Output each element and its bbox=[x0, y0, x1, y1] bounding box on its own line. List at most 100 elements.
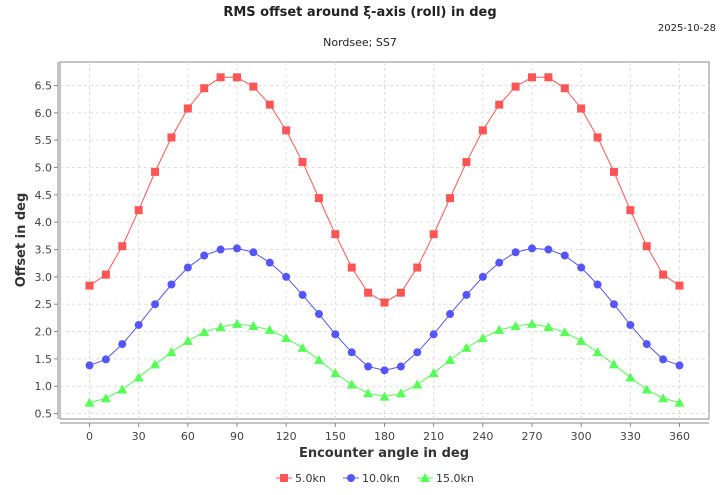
data-point-5-0kn bbox=[85, 281, 94, 290]
data-point-15-0kn bbox=[215, 322, 226, 332]
data-point-10-0kn bbox=[347, 348, 356, 357]
data-point-15-0kn bbox=[674, 397, 685, 407]
data-point-10-0kn bbox=[167, 280, 176, 289]
data-point-10-0kn bbox=[101, 355, 110, 364]
data-point-5-0kn bbox=[134, 206, 143, 215]
data-point-15-0kn bbox=[428, 368, 439, 378]
x-tick-label: 300 bbox=[571, 430, 592, 443]
data-point-5-0kn bbox=[511, 82, 520, 91]
data-point-15-0kn bbox=[281, 333, 292, 343]
data-point-15-0kn bbox=[232, 318, 242, 328]
data-point-10-0kn bbox=[446, 310, 455, 319]
data-point-10-0kn bbox=[413, 348, 422, 357]
data-point-15-0kn bbox=[117, 384, 128, 394]
data-point-10-0kn bbox=[396, 362, 405, 371]
data-point-5-0kn bbox=[528, 73, 536, 82]
data-point-5-0kn bbox=[233, 73, 241, 82]
data-point-10-0kn bbox=[233, 244, 241, 253]
x-tick-label: 0 bbox=[86, 430, 93, 443]
data-point-5-0kn bbox=[626, 206, 635, 215]
data-point-10-0kn bbox=[560, 251, 569, 260]
data-point-10-0kn bbox=[118, 340, 127, 349]
y-tick-label: 2.5 bbox=[35, 298, 53, 311]
data-point-15-0kn bbox=[182, 335, 193, 345]
data-point-15-0kn bbox=[625, 372, 636, 382]
data-point-5-0kn bbox=[151, 167, 160, 176]
data-point-10-0kn bbox=[200, 251, 209, 260]
data-point-15-0kn bbox=[297, 342, 308, 352]
x-tick-label: 210 bbox=[423, 430, 444, 443]
data-point-5-0kn bbox=[249, 82, 258, 91]
data-point-15-0kn bbox=[346, 379, 357, 389]
y-tick-label: 1.5 bbox=[35, 353, 53, 366]
data-point-5-0kn bbox=[167, 133, 176, 142]
data-point-5-0kn bbox=[396, 288, 405, 297]
data-point-5-0kn bbox=[380, 298, 389, 307]
data-point-10-0kn bbox=[282, 272, 291, 281]
data-point-5-0kn bbox=[675, 281, 684, 290]
data-point-10-0kn bbox=[626, 320, 635, 329]
data-point-5-0kn bbox=[101, 270, 110, 279]
data-point-15-0kn bbox=[133, 372, 144, 382]
data-point-10-0kn bbox=[249, 248, 258, 257]
x-axis-label: Encounter angle in deg bbox=[299, 446, 469, 461]
y-tick-label: 5.0 bbox=[35, 162, 53, 175]
data-point-10-0kn bbox=[577, 263, 586, 272]
data-point-10-0kn bbox=[429, 330, 438, 339]
y-tick-label: 6.5 bbox=[35, 80, 53, 93]
data-point-5-0kn bbox=[347, 263, 356, 272]
data-point-5-0kn bbox=[216, 73, 225, 82]
x-tick-label: 60 bbox=[181, 430, 195, 443]
data-point-15-0kn bbox=[330, 368, 341, 378]
data-point-15-0kn bbox=[510, 321, 521, 331]
legend-label-5-0kn: 5.0kn bbox=[295, 472, 326, 485]
data-point-5-0kn bbox=[118, 242, 127, 251]
data-point-5-0kn bbox=[265, 100, 274, 109]
data-point-10-0kn bbox=[151, 300, 160, 309]
data-point-10-0kn bbox=[495, 258, 504, 267]
data-point-10-0kn bbox=[642, 340, 651, 349]
data-point-15-0kn bbox=[461, 342, 472, 352]
data-point-5-0kn bbox=[314, 194, 323, 203]
data-point-15-0kn bbox=[576, 335, 587, 345]
data-point-5-0kn bbox=[577, 104, 586, 113]
data-point-10-0kn bbox=[85, 361, 94, 370]
data-point-10-0kn bbox=[216, 245, 225, 254]
x-tick-label: 30 bbox=[132, 430, 146, 443]
data-point-15-0kn bbox=[527, 318, 537, 328]
chart-date: 2025-10-28 bbox=[658, 23, 716, 34]
data-point-10-0kn bbox=[609, 300, 618, 309]
data-point-5-0kn bbox=[593, 133, 602, 142]
data-point-15-0kn bbox=[412, 379, 423, 389]
x-tick-label: 330 bbox=[620, 430, 641, 443]
x-tick-label: 360 bbox=[669, 430, 690, 443]
legend-marker-15-0kn bbox=[420, 473, 430, 482]
y-tick-label: 3.0 bbox=[35, 271, 53, 284]
data-point-5-0kn bbox=[495, 100, 504, 109]
data-point-15-0kn bbox=[313, 354, 324, 364]
data-point-5-0kn bbox=[331, 230, 340, 239]
y-tick-label: 5.5 bbox=[35, 134, 53, 147]
chart-subtitle: Nordsee; SS7 bbox=[323, 36, 397, 49]
data-point-5-0kn bbox=[200, 84, 209, 93]
data-point-5-0kn bbox=[560, 84, 569, 93]
x-tick-label: 180 bbox=[374, 430, 395, 443]
data-point-15-0kn bbox=[543, 322, 554, 332]
legend-marker-5-0kn bbox=[280, 474, 288, 482]
data-point-5-0kn bbox=[544, 73, 553, 82]
data-point-5-0kn bbox=[478, 126, 487, 135]
data-point-10-0kn bbox=[183, 263, 192, 272]
data-point-10-0kn bbox=[675, 361, 684, 370]
plot-frame bbox=[59, 61, 710, 420]
data-point-5-0kn bbox=[429, 230, 438, 239]
x-tick-label: 240 bbox=[472, 430, 493, 443]
data-point-15-0kn bbox=[641, 384, 652, 394]
data-point-10-0kn bbox=[134, 320, 143, 329]
y-tick-label: 3.5 bbox=[35, 244, 53, 257]
x-tick-label: 120 bbox=[276, 430, 297, 443]
y-tick-label: 4.5 bbox=[35, 189, 53, 202]
legend-label-15-0kn: 15.0kn bbox=[436, 472, 474, 485]
plot-area: 0 30 60 90 120 150 180 210 240 270 300 330 360 0.5 1.0… bbox=[35, 61, 710, 443]
y-tick-label: 0.5 bbox=[35, 408, 53, 421]
